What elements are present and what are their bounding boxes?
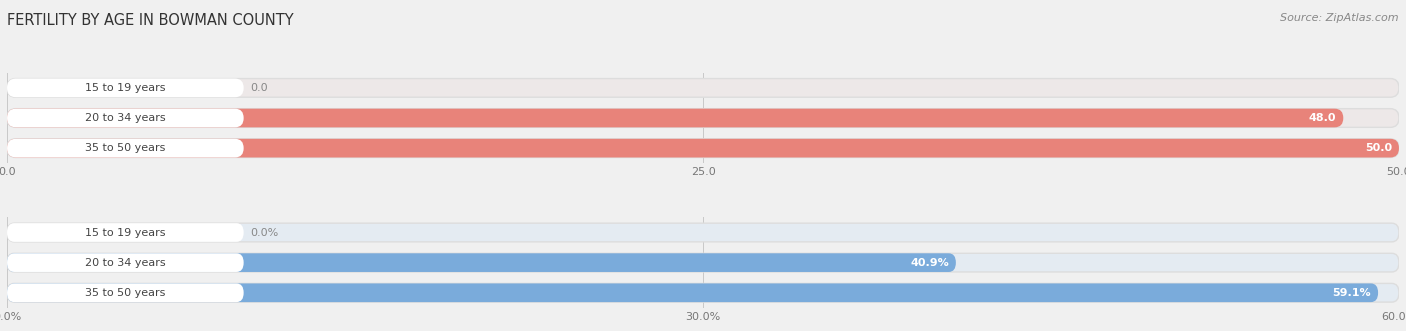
FancyBboxPatch shape	[7, 78, 1399, 97]
Text: Source: ZipAtlas.com: Source: ZipAtlas.com	[1281, 13, 1399, 23]
Text: FERTILITY BY AGE IN BOWMAN COUNTY: FERTILITY BY AGE IN BOWMAN COUNTY	[7, 13, 294, 28]
Text: 0.0: 0.0	[250, 83, 269, 93]
Text: 35 to 50 years: 35 to 50 years	[86, 288, 166, 298]
Text: 20 to 34 years: 20 to 34 years	[84, 113, 166, 123]
FancyBboxPatch shape	[7, 139, 1399, 158]
FancyBboxPatch shape	[7, 78, 243, 97]
FancyBboxPatch shape	[7, 139, 1399, 158]
FancyBboxPatch shape	[7, 283, 1399, 302]
FancyBboxPatch shape	[7, 253, 243, 272]
FancyBboxPatch shape	[7, 109, 1343, 127]
Text: 59.1%: 59.1%	[1333, 288, 1371, 298]
FancyBboxPatch shape	[7, 283, 1378, 302]
FancyBboxPatch shape	[7, 139, 243, 158]
FancyBboxPatch shape	[7, 253, 1399, 272]
FancyBboxPatch shape	[7, 283, 243, 302]
Text: 35 to 50 years: 35 to 50 years	[86, 143, 166, 153]
Text: 0.0%: 0.0%	[250, 227, 278, 238]
FancyBboxPatch shape	[7, 253, 956, 272]
Text: 48.0: 48.0	[1309, 113, 1336, 123]
Text: 40.9%: 40.9%	[910, 258, 949, 268]
Text: 15 to 19 years: 15 to 19 years	[86, 83, 166, 93]
FancyBboxPatch shape	[7, 223, 1399, 242]
FancyBboxPatch shape	[7, 109, 1399, 127]
Text: 50.0: 50.0	[1365, 143, 1392, 153]
FancyBboxPatch shape	[7, 223, 243, 242]
Text: 15 to 19 years: 15 to 19 years	[86, 227, 166, 238]
Text: 20 to 34 years: 20 to 34 years	[84, 258, 166, 268]
FancyBboxPatch shape	[7, 109, 243, 127]
